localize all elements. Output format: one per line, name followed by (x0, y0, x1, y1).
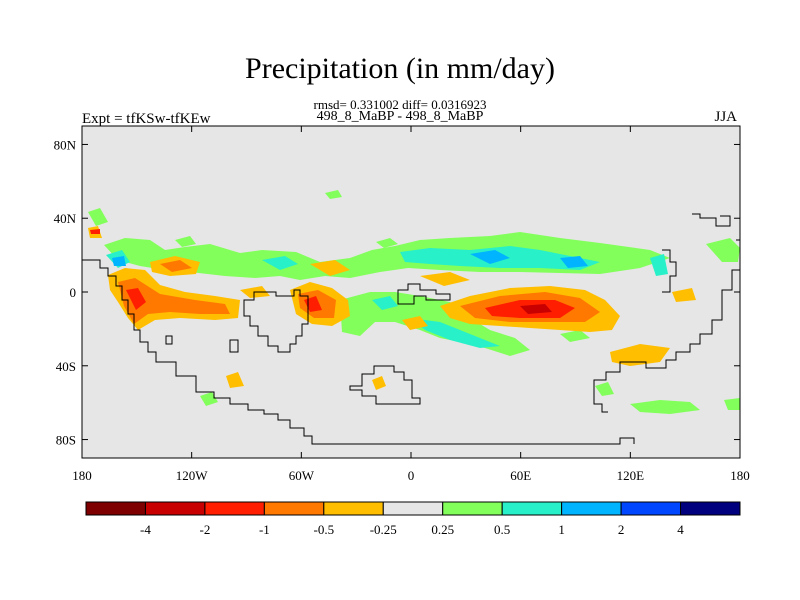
coastline (243, 289, 309, 353)
y-tick-label: 80N (54, 137, 77, 152)
colorbar-label: 2 (618, 522, 625, 537)
x-tick-label: 60E (510, 468, 531, 483)
colorbar-swatch (85, 501, 146, 516)
colorbar-label: -2 (199, 522, 210, 537)
map-plot-area (82, 126, 740, 458)
colorbar-swatch (680, 501, 741, 516)
negative-anomaly-region (90, 229, 100, 234)
positive-anomaly-region (706, 238, 740, 262)
coastline (600, 269, 740, 381)
colorbar-swatch (501, 501, 563, 516)
positive-anomaly-region (595, 382, 614, 396)
negative-anomaly-region (372, 376, 386, 390)
experiment-label: Expt = tfKSw-tfKEw (82, 111, 211, 127)
x-tick-label: 60W (289, 468, 315, 483)
plot-subtitle: 498_8_MaBP - 498_8_MaBP (316, 109, 484, 124)
y-tick-label: 40N (54, 211, 77, 226)
colorbar-label: -4 (140, 522, 151, 537)
colorbar: -4 -2 -1 -0.5 -0.25 0.25 0.5 1 2 4 (85, 501, 741, 537)
x-tick-label: 120E (617, 468, 645, 483)
colorbar-swatch (144, 501, 206, 516)
y-tick-label: 80S (56, 433, 76, 448)
season-label: JJA (714, 109, 737, 125)
positive-anomaly-region (112, 256, 126, 266)
positive-anomaly-region (175, 236, 196, 247)
positive-anomaly-region (650, 254, 668, 276)
negative-anomaly-region (672, 288, 696, 302)
colorbar-swatch (263, 501, 325, 516)
negative-anomaly-region (310, 260, 350, 276)
coastline (82, 259, 635, 445)
negative-anomaly-region (126, 288, 146, 310)
colorbar-label: -0.5 (314, 522, 335, 537)
colorbar-label: 0.25 (431, 522, 454, 537)
colorbar-label: 0.5 (494, 522, 510, 537)
positive-anomaly-region (376, 238, 398, 248)
negative-anomaly-region (226, 372, 244, 388)
colorbar-label: 4 (677, 522, 684, 537)
positive-anomaly-region (560, 330, 590, 342)
negative-anomaly-region (520, 304, 552, 314)
map-axes: 180 120W 60W 0 60E 120E 180 80N 40N 0 40S 80S (54, 126, 750, 483)
colorbar-label: -0.25 (370, 522, 397, 537)
coastline (397, 283, 451, 305)
positive-anomaly-region (262, 256, 298, 270)
colorbar-swatch (620, 501, 682, 516)
negative-anomaly-region (610, 344, 670, 366)
negative-anomaly-region (420, 272, 470, 286)
x-tick-label: 0 (408, 468, 415, 483)
x-tick-label: 180 (72, 468, 92, 483)
positive-anomaly-region (372, 296, 398, 310)
statistics-text: rmsd= 0.331002 diff= 0.0316923 (313, 97, 487, 112)
negative-anomaly-region (160, 260, 192, 272)
coastline (229, 339, 239, 353)
plot-title: Precipitation (in mm/day) (245, 52, 555, 85)
positive-anomaly-region (325, 190, 342, 199)
x-tick-label: 180 (730, 468, 750, 483)
coastline (165, 335, 173, 345)
coastline (662, 249, 677, 293)
x-tick-label: 120W (176, 468, 209, 483)
positive-anomaly-region (410, 318, 500, 348)
positive-anomaly-region (470, 250, 510, 264)
coastline (349, 365, 421, 405)
colorbar-label: 1 (558, 522, 565, 537)
colorbar-swatch (442, 501, 503, 516)
y-tick-label: 40S (56, 359, 76, 374)
colorbar-swatch (323, 501, 384, 516)
positive-anomaly-region (724, 398, 740, 410)
colorbar-swatch (561, 501, 622, 516)
colorbar-swatch (204, 501, 265, 516)
map-background (82, 126, 740, 458)
y-tick-label: 0 (70, 285, 77, 300)
negative-anomaly-region (118, 278, 230, 324)
negative-anomaly-region (402, 316, 428, 330)
coastline (593, 379, 608, 413)
coastline (692, 213, 731, 227)
positive-anomaly-region (630, 400, 700, 414)
positive-anomaly-region (560, 256, 588, 268)
colorbar-label: -1 (259, 522, 270, 537)
colorbar-swatch (382, 501, 444, 516)
continent-outlines (82, 213, 740, 445)
positive-anomaly-region (88, 208, 108, 226)
